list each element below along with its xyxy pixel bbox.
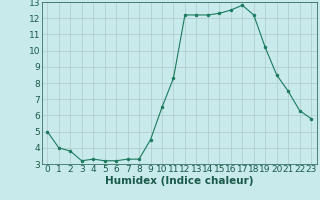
X-axis label: Humidex (Indice chaleur): Humidex (Indice chaleur) <box>105 176 253 186</box>
